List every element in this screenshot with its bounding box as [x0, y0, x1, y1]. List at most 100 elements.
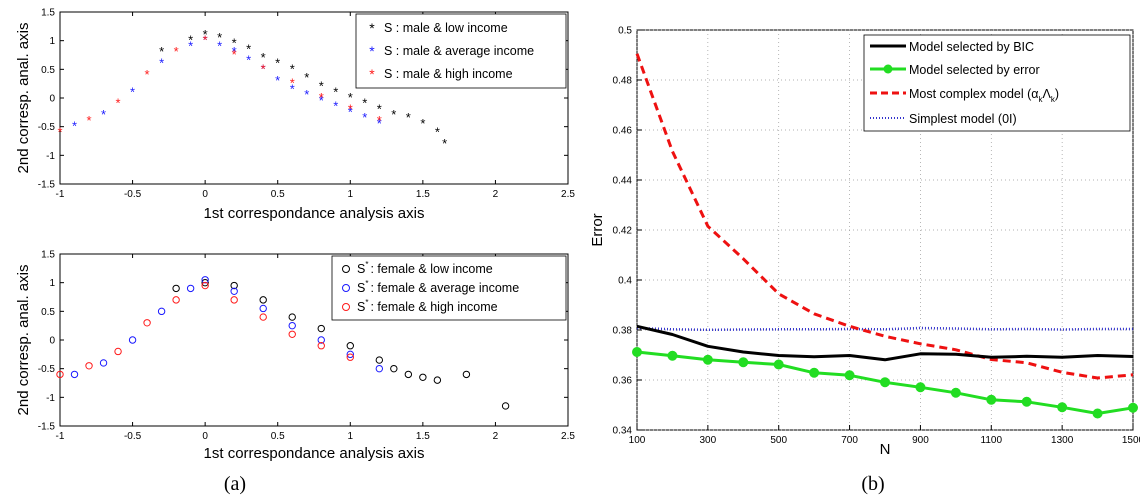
scatter-point: [201, 278, 209, 287]
scatter-point: *: [290, 76, 295, 91]
y-tick-label: 0.4: [618, 276, 632, 287]
scatter-point: [172, 296, 180, 304]
y-tick-label: 0.36: [613, 376, 633, 387]
scatter-bottom-points: [56, 276, 510, 410]
scatter-bottom: -1 -0.5 0 0.5 1 1.5 2 2.5-1.5-1-0.500.511.5 1st…: [15, 250, 575, 463]
scatter-top-ticks: -1 -0.5 0 0.5 1 1.5 2 2.5-1.5-1-0.500.511.5: [38, 8, 576, 201]
x-tick-label: 2.5: [561, 189, 575, 200]
scatter-point: *: [319, 90, 324, 105]
scatter-point: *: [391, 107, 396, 122]
scatter-point: [501, 402, 510, 410]
scatter-point: *: [159, 44, 164, 59]
scatter-point: [375, 364, 384, 373]
legend-marker-male-avg: *: [369, 43, 375, 59]
legend-marker-male-high: *: [369, 66, 375, 82]
scatter-point: [85, 362, 93, 370]
series-marker: [809, 367, 820, 378]
y-tick-label: 0.5: [41, 307, 55, 318]
scatter-point: *: [406, 110, 411, 125]
legend-label-error: Model selected by error: [909, 63, 1040, 77]
scatter-point: *: [362, 110, 367, 125]
scatter-point: [390, 364, 398, 373]
scatter-point: [56, 370, 64, 379]
scatter-point: [346, 350, 354, 359]
scatter-point: [230, 296, 238, 304]
y-tick-label: 0.38: [613, 326, 633, 337]
scatter-point: [259, 304, 267, 313]
scatter-point: *: [232, 44, 237, 59]
scatter-point: [230, 281, 238, 290]
x-tick-label: 1300: [1051, 435, 1074, 446]
scatter-point: [259, 313, 267, 321]
legend-label-bic: Model selected by BIC: [909, 40, 1034, 54]
scatter-point: *: [333, 84, 338, 99]
y-tick-label: -0.5: [38, 122, 56, 133]
scatter-point: [259, 296, 267, 304]
scatter-point: *: [261, 61, 266, 76]
scatter-point: [201, 281, 209, 290]
x-tick-label: 1100: [981, 435, 1003, 446]
scatter-point: *: [319, 93, 324, 108]
y-tick-label: -1: [46, 393, 55, 404]
legend-label-simple: Simplest model (0I): [909, 112, 1017, 126]
y-tick-label: 0.42: [613, 226, 633, 237]
scatter-point: *: [86, 113, 91, 128]
scatter-point: [375, 356, 384, 364]
scatter-point: [99, 359, 108, 367]
y-tick-label: 1.5: [41, 8, 55, 19]
scatter-point: *: [174, 44, 179, 59]
scatter-point: *: [246, 53, 251, 68]
scatter-point: *: [188, 33, 193, 48]
scatter-point: [462, 370, 471, 379]
series-marker: [702, 354, 713, 365]
scatter-point: [114, 347, 122, 356]
scatter-point: *: [130, 84, 135, 99]
scatter-point: *: [348, 104, 353, 119]
scatter-point: *: [101, 107, 106, 122]
x-tick-label: 900: [912, 435, 929, 446]
scatter-point: [433, 376, 442, 384]
scatter-point: [186, 284, 195, 293]
scatter-point: *: [232, 36, 237, 51]
y-tick-label: -1.5: [38, 180, 56, 191]
caption-a: (a): [224, 473, 246, 495]
scatter-point: *: [232, 47, 237, 62]
x-tick-label: -0.5: [124, 431, 142, 442]
scatter-top: ** * * * ** * *** * * * * * * ******** * * ***** * * * * * ***…: [15, 8, 575, 223]
scatter-point: *: [203, 33, 208, 48]
caption-b: (b): [861, 473, 884, 495]
legend-label-male-avg: S : male & average income: [384, 44, 534, 58]
y-tick-label: 0: [49, 336, 55, 347]
scatter-point: *: [159, 56, 164, 71]
scatter-point: *: [304, 87, 309, 102]
scatter-point: *: [348, 90, 353, 105]
scatter-point: [317, 342, 325, 350]
y-tick-label: 1: [49, 278, 55, 289]
scatter-point: [128, 336, 137, 344]
legend-label-female-avg: S*: female & average income: [357, 279, 519, 295]
y-tick-label: 0.44: [613, 176, 633, 187]
series-marker: [738, 357, 749, 368]
scatter-point: *: [275, 73, 280, 88]
scatter-point: *: [145, 67, 150, 82]
x-tick-label: 0: [202, 189, 208, 200]
scatter-point: *: [290, 81, 295, 96]
line-chart-series: [632, 53, 1138, 419]
scatter-point: *: [420, 116, 425, 131]
scatter-point: [419, 373, 427, 381]
y-tick-label: 1: [49, 36, 55, 47]
y-tick-label: 0.5: [618, 26, 632, 37]
series-marker: [1057, 402, 1068, 413]
x-tick-label: 2: [493, 189, 499, 200]
scatter-point: *: [319, 79, 324, 94]
series-marker: [915, 382, 926, 393]
series-marker: [1128, 402, 1138, 413]
series-marker: [1092, 408, 1103, 419]
scatter-bottom-legend-box: [331, 255, 567, 321]
scatter-point: *: [188, 38, 193, 53]
series-marker: [773, 359, 784, 370]
